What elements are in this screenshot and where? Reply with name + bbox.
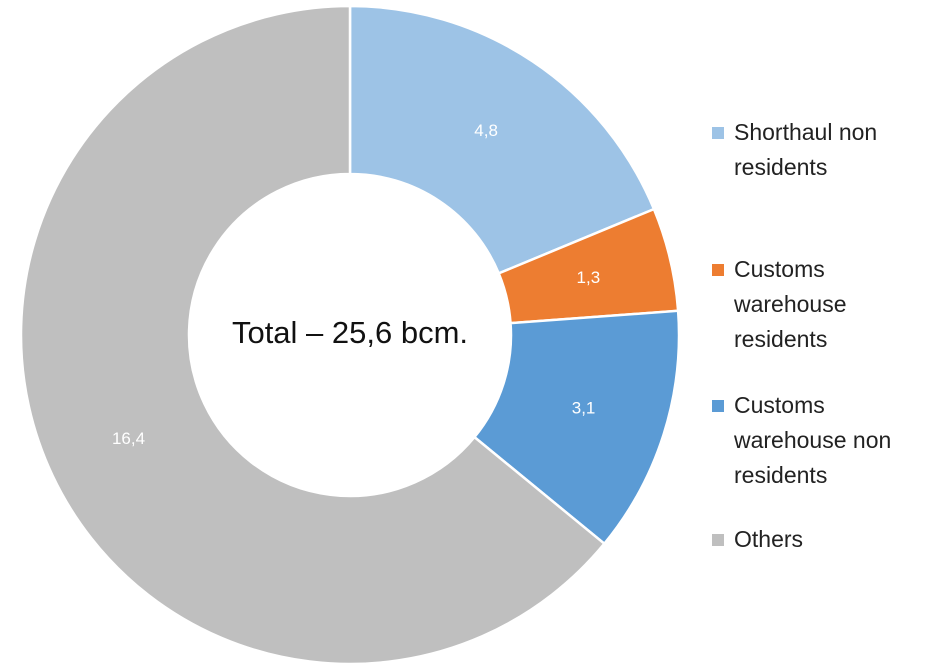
legend-item: Shorthaul non residents	[712, 115, 927, 185]
data-label: 3,1	[572, 398, 596, 417]
data-label: 4,8	[474, 121, 498, 140]
data-label: 16,4	[112, 429, 145, 448]
legend-item: Customs warehouse non residents	[712, 388, 927, 493]
legend-swatch	[712, 534, 724, 546]
donut-slice	[348, 4, 656, 276]
donut-slice	[19, 4, 607, 665]
legend-swatch	[712, 264, 724, 276]
legend-label: Customs warehouse residents	[734, 256, 847, 352]
legend-swatch	[712, 400, 724, 412]
legend-item: Others	[712, 522, 927, 557]
data-label: 1,3	[577, 268, 601, 287]
legend-swatch	[712, 127, 724, 139]
legend-label: Shorthaul non residents	[734, 119, 878, 180]
legend-label: Others	[734, 526, 804, 552]
center-annotation: Total – 25,6 bcm.	[232, 315, 468, 350]
legend-item: Customs warehouse residents	[712, 252, 927, 357]
legend-label: Customs warehouse non residents	[734, 392, 892, 488]
donut-slice	[472, 309, 681, 546]
